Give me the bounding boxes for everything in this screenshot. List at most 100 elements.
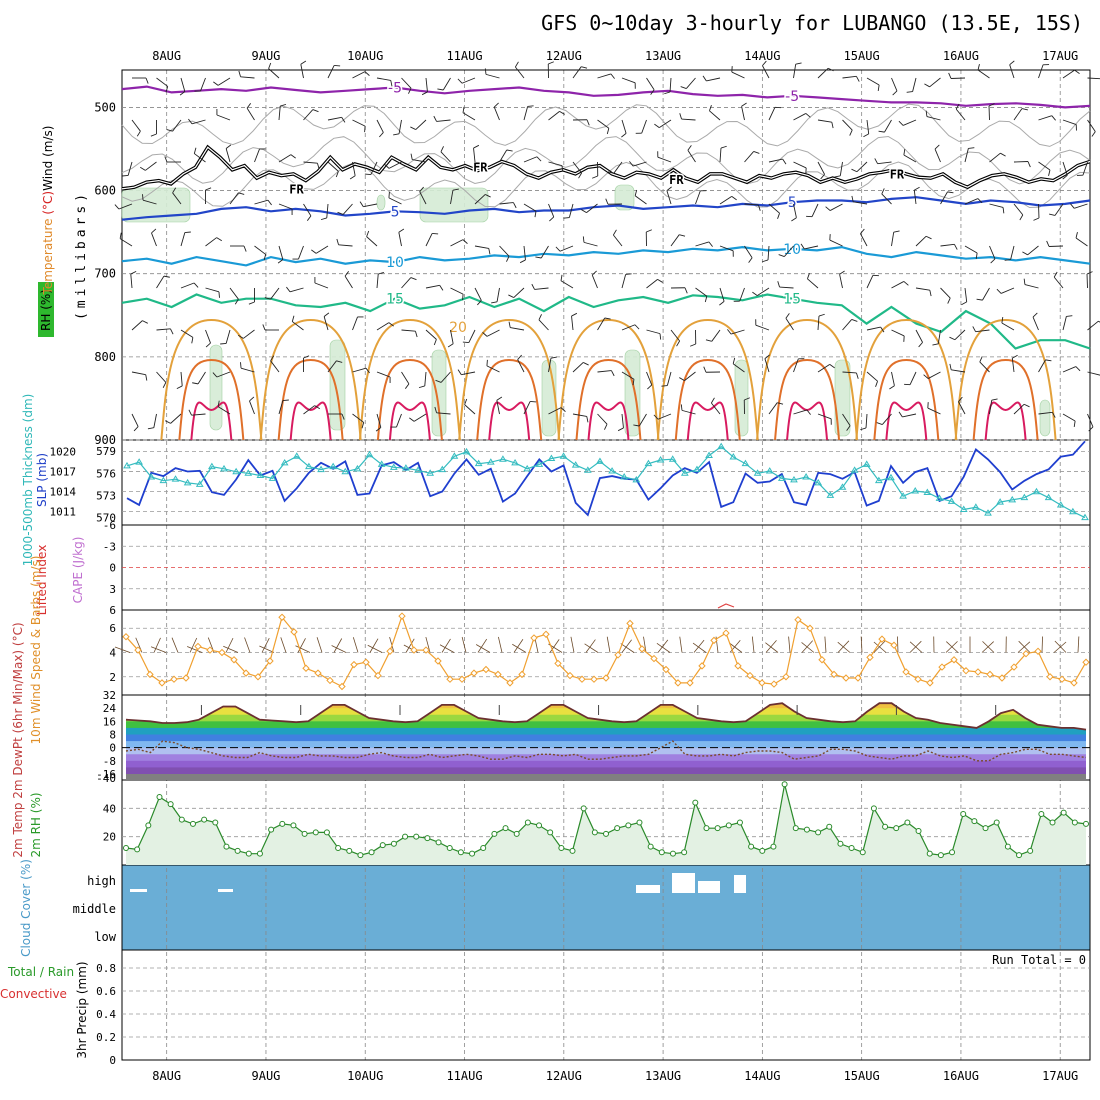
rh-marker xyxy=(848,845,855,851)
wind-barb-flag xyxy=(536,156,542,162)
wind-barb xyxy=(180,232,186,247)
wind-barb-flag xyxy=(748,257,753,263)
wind-barb xyxy=(1038,115,1052,121)
rh-marker xyxy=(1004,843,1011,850)
wind-barb xyxy=(842,413,851,426)
wind-speed-marker xyxy=(602,674,610,682)
wind10m-barb xyxy=(1041,636,1043,653)
wind-barb-flag xyxy=(291,315,295,322)
wind-barb-flag xyxy=(433,339,437,346)
wind-barb xyxy=(474,194,486,205)
thickness-tick-label: 570 xyxy=(96,512,116,525)
wind-barb-flag xyxy=(925,235,932,240)
wind-barb xyxy=(958,401,966,415)
wind-barb xyxy=(732,363,745,373)
wind10m-barb xyxy=(946,641,959,653)
rh-marker xyxy=(937,852,944,859)
thickness-marker xyxy=(947,497,956,504)
wind-barb xyxy=(278,245,284,260)
thickness-marker xyxy=(389,463,398,470)
temp-color-band xyxy=(126,747,1086,755)
wind-barb-flag xyxy=(1033,217,1040,221)
wind-speed-marker xyxy=(254,673,262,681)
wind-barb-flag xyxy=(610,73,615,79)
wind-barb xyxy=(496,400,500,415)
wind-barb-flag xyxy=(805,113,811,118)
wind10m-barb xyxy=(909,641,923,653)
rh-marker xyxy=(636,819,643,826)
cloud-level-label: middle xyxy=(73,902,116,916)
wind10m-barb xyxy=(643,636,647,653)
thickness-tick-label: 579 xyxy=(96,445,116,458)
wind-barb-flag xyxy=(791,217,797,222)
wind-barb-flag xyxy=(336,360,343,363)
wind-barb-flag xyxy=(923,374,929,379)
wind-barb-flag xyxy=(419,186,424,192)
wind-barb-flag xyxy=(777,402,784,405)
thickness-marker xyxy=(1032,487,1041,495)
wind-barb xyxy=(440,371,451,383)
rh-marker xyxy=(457,849,464,856)
warm-isotherm-contour xyxy=(855,318,958,441)
wind-barb xyxy=(891,329,905,337)
wind-barb-flag xyxy=(320,217,327,221)
wind-barb-flag xyxy=(172,187,177,194)
wind-barb xyxy=(865,413,868,428)
wind-barb xyxy=(613,234,623,247)
wind-barb-flag xyxy=(462,106,465,113)
wind-speed-marker xyxy=(338,682,346,691)
wind-speed-marker xyxy=(686,679,694,687)
wind-speed-tick-label: 2 xyxy=(109,671,116,684)
wind10m-barb xyxy=(153,637,161,653)
wind-barb-flag xyxy=(388,322,394,327)
rh-marker xyxy=(1049,819,1056,826)
wind-barb xyxy=(572,413,587,417)
rh-marker xyxy=(268,826,275,833)
wind-barb-flag xyxy=(457,369,462,375)
wind-barb xyxy=(711,402,721,415)
wind-barb-flag xyxy=(506,256,510,262)
wind-barb xyxy=(540,245,549,259)
wind-speed-marker xyxy=(218,648,226,657)
wind-barb-flag xyxy=(834,175,841,178)
thickness-marker xyxy=(596,457,604,464)
wind-speed-marker xyxy=(590,675,598,683)
wind-barb-flag xyxy=(991,398,998,401)
precip-tick-label: 0.2 xyxy=(96,1031,116,1044)
precip-axis-label: 3hr Precip (mm) xyxy=(75,961,89,1058)
thickness-marker xyxy=(353,464,362,472)
wind-barb xyxy=(764,358,770,373)
precip-tick-label: 0 xyxy=(109,1054,116,1067)
wind-barb xyxy=(793,161,807,169)
thickness-marker xyxy=(402,464,410,471)
wind-barb-flag xyxy=(1074,69,1080,74)
wind-barb-flag xyxy=(851,319,858,322)
wind-barb xyxy=(989,245,996,260)
thickness-marker xyxy=(438,465,447,473)
wind-barb-flag xyxy=(473,144,480,149)
wind-barb xyxy=(523,401,531,415)
wind-barb xyxy=(314,282,329,289)
wind-barb-flag xyxy=(1004,259,1011,261)
thickness-marker xyxy=(826,491,835,498)
wind-barb xyxy=(486,329,500,337)
wind-barb-flag xyxy=(151,228,157,234)
wind-barb xyxy=(1062,69,1075,79)
rh-marker xyxy=(346,847,353,854)
rh-marker xyxy=(469,850,476,857)
wind-barb xyxy=(571,316,574,331)
wind-barb-flag xyxy=(192,382,199,385)
wind-barb xyxy=(327,161,339,172)
wind-barb xyxy=(1038,64,1044,79)
wind-barb-flag xyxy=(560,407,566,412)
wind10m-barb xyxy=(860,636,863,653)
rh-marker xyxy=(1016,852,1023,859)
isotherm-label: 5 xyxy=(391,204,400,220)
wind-barb xyxy=(303,109,314,121)
wind-barb-flag xyxy=(880,326,885,333)
wind-barb xyxy=(240,367,255,373)
thickness-marker xyxy=(693,465,701,473)
wind-barb-flag xyxy=(238,70,241,77)
thickness-marker xyxy=(462,447,471,455)
rh-marker xyxy=(658,849,665,856)
